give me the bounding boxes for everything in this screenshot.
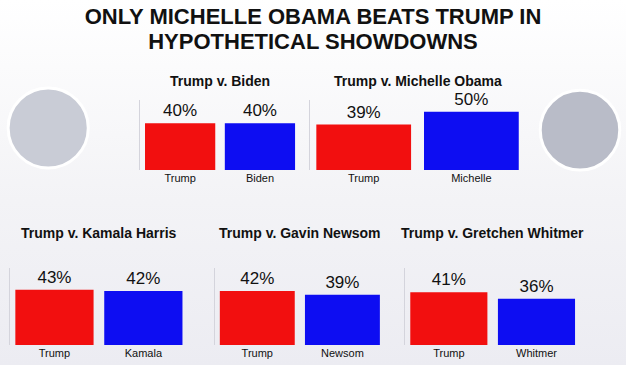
- svg-text:Kamala: Kamala: [125, 347, 163, 359]
- svg-text:Michelle: Michelle: [451, 172, 491, 184]
- svg-text:36%: 36%: [519, 277, 553, 296]
- svg-text:Trump v. Biden: Trump v. Biden: [170, 73, 270, 89]
- svg-text:39%: 39%: [325, 273, 359, 292]
- svg-text:Biden: Biden: [246, 172, 274, 184]
- svg-text:Trump v. Kamala Harris: Trump v. Kamala Harris: [21, 225, 177, 241]
- svg-text:Trump: Trump: [164, 172, 195, 184]
- svg-text:Trump: Trump: [242, 347, 273, 359]
- svg-text:39%: 39%: [347, 103, 381, 122]
- svg-text:Newsom: Newsom: [321, 347, 364, 359]
- svg-text:Trump v. Gretchen Whitmer: Trump v. Gretchen Whitmer: [401, 225, 584, 241]
- svg-text:Trump: Trump: [348, 172, 379, 184]
- svg-text:41%: 41%: [432, 270, 466, 289]
- svg-text:42%: 42%: [126, 269, 160, 288]
- svg-text:Whitmer: Whitmer: [516, 347, 557, 359]
- svg-text:Trump v. Michelle Obama: Trump v. Michelle Obama: [334, 73, 502, 89]
- svg-text:42%: 42%: [240, 269, 274, 288]
- svg-text:40%: 40%: [243, 101, 277, 120]
- svg-text:Trump: Trump: [433, 347, 464, 359]
- svg-text:43%: 43%: [37, 268, 71, 287]
- html-text:ONLY MICHELLE OBAMA BEATS TRUM: ONLY MICHELLE OBAMA BEATS TRUMP IN HYPOT…: [84, 4, 542, 54]
- svg-text:Trump: Trump: [39, 347, 70, 359]
- svg-text:Trump v. Gavin Newsom: Trump v. Gavin Newsom: [219, 225, 381, 241]
- svg-text:40%: 40%: [163, 101, 197, 120]
- svg-text:50%: 50%: [454, 90, 488, 109]
